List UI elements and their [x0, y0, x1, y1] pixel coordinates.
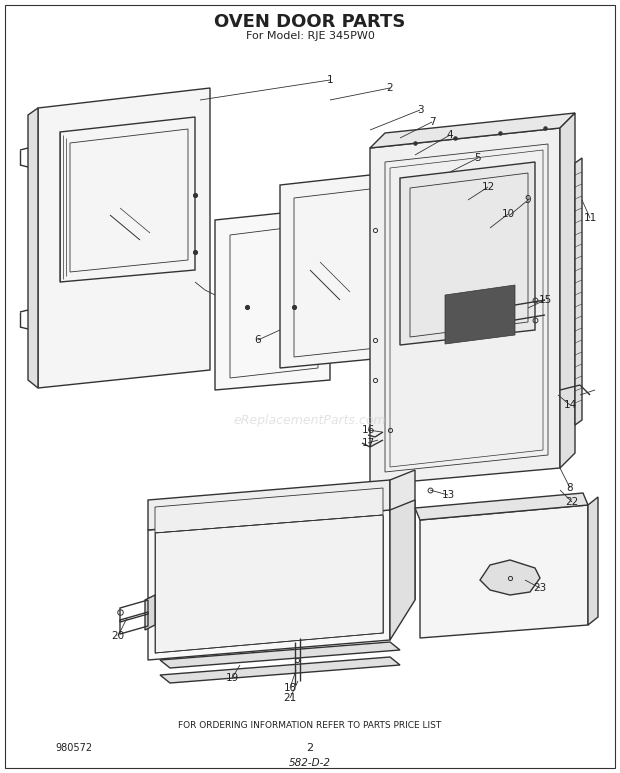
Text: 21: 21 — [283, 693, 296, 703]
Text: 7: 7 — [428, 117, 435, 127]
Text: 14: 14 — [564, 400, 577, 410]
Text: FOR ORDERING INFORMATION REFER TO PARTS PRICE LIST: FOR ORDERING INFORMATION REFER TO PARTS … — [179, 721, 441, 730]
Text: 23: 23 — [533, 583, 547, 593]
Text: 3: 3 — [417, 105, 423, 115]
Polygon shape — [38, 88, 210, 388]
Polygon shape — [280, 170, 415, 368]
Polygon shape — [420, 505, 588, 638]
Polygon shape — [148, 480, 390, 530]
Polygon shape — [145, 595, 155, 630]
Text: 12: 12 — [481, 182, 495, 192]
Polygon shape — [60, 117, 195, 282]
Text: For Model: RJE 345PW0: For Model: RJE 345PW0 — [246, 31, 374, 41]
Polygon shape — [390, 470, 415, 600]
Text: 16: 16 — [361, 425, 374, 435]
Text: 19: 19 — [226, 673, 239, 683]
Text: 22: 22 — [565, 497, 578, 507]
Polygon shape — [445, 285, 515, 344]
Polygon shape — [148, 510, 390, 660]
Polygon shape — [370, 113, 575, 148]
Polygon shape — [160, 657, 400, 683]
Polygon shape — [215, 208, 330, 390]
Text: 20: 20 — [112, 631, 125, 641]
Polygon shape — [370, 128, 560, 485]
Text: 15: 15 — [538, 295, 552, 305]
Text: 11: 11 — [583, 213, 596, 223]
Polygon shape — [390, 500, 415, 640]
Text: 1: 1 — [327, 75, 334, 85]
Text: 2: 2 — [387, 83, 393, 93]
Text: 9: 9 — [525, 195, 531, 205]
Polygon shape — [155, 515, 383, 653]
Polygon shape — [560, 113, 575, 468]
Text: 17: 17 — [361, 438, 374, 448]
Text: 18: 18 — [283, 683, 296, 693]
Text: 8: 8 — [567, 483, 574, 493]
Text: eReplacementParts.com: eReplacementParts.com — [234, 414, 386, 427]
Polygon shape — [415, 493, 588, 520]
Text: 6: 6 — [255, 335, 261, 345]
Text: 2: 2 — [306, 743, 314, 753]
Text: 10: 10 — [502, 209, 515, 219]
Polygon shape — [480, 560, 540, 595]
Polygon shape — [155, 488, 383, 533]
Text: 13: 13 — [441, 490, 454, 500]
Polygon shape — [160, 642, 400, 668]
Polygon shape — [588, 497, 598, 625]
Polygon shape — [28, 108, 38, 388]
Text: OVEN DOOR PARTS: OVEN DOOR PARTS — [215, 13, 405, 31]
Text: 582-D-2: 582-D-2 — [289, 758, 331, 768]
Text: 980572: 980572 — [55, 743, 92, 753]
Polygon shape — [575, 158, 582, 425]
Polygon shape — [400, 162, 535, 345]
Text: 5: 5 — [475, 153, 481, 163]
Text: 4: 4 — [446, 130, 453, 140]
